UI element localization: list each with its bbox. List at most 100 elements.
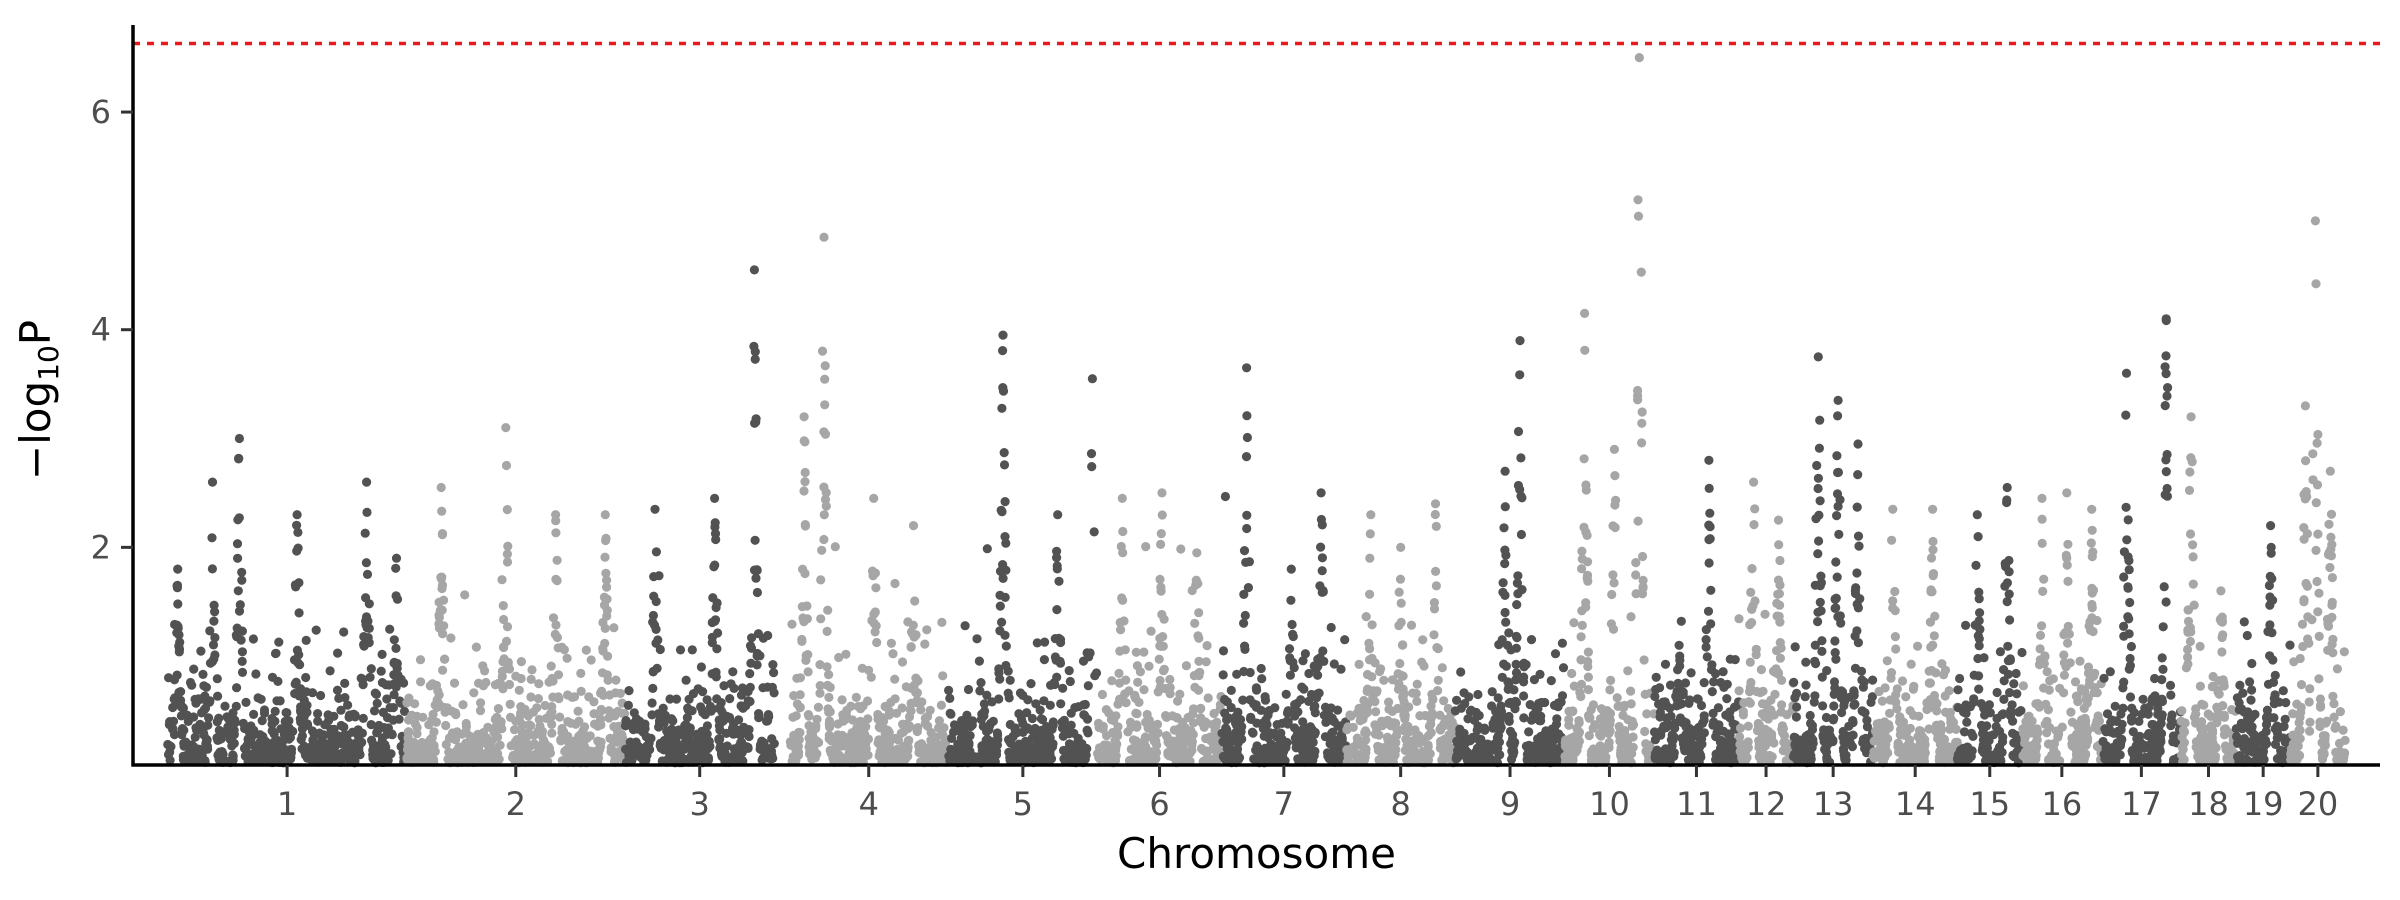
snp-point (1655, 712, 1665, 722)
snp-point (752, 587, 763, 598)
snp-point (938, 671, 948, 681)
snp-point (419, 746, 429, 756)
snp-point (1701, 635, 1711, 645)
snp-peak-point (600, 510, 610, 520)
snp-point (1289, 663, 1299, 673)
snp-point (1251, 700, 1261, 710)
snp-point (502, 549, 512, 559)
snp-point (628, 725, 639, 735)
snp-point (1464, 692, 1474, 702)
snp-point (768, 660, 778, 670)
snp-point (1509, 701, 1519, 711)
snp-point (359, 639, 369, 650)
snp-point (1368, 686, 1378, 696)
snp-point (1528, 710, 1538, 720)
snp-point (601, 535, 611, 546)
snp-point (2018, 681, 2028, 691)
snp-point (1112, 739, 1122, 749)
snp-point (1832, 451, 1842, 461)
snp-point (1995, 647, 2005, 657)
snp-point (1276, 728, 1286, 738)
snp-point (1194, 608, 1204, 618)
snp-point (906, 683, 916, 693)
snp-point (296, 705, 306, 715)
snp-point (2037, 514, 2047, 524)
snp-point (1455, 724, 1465, 734)
snp-point (916, 705, 926, 715)
snp-point (1039, 696, 1049, 706)
snp-point (275, 696, 285, 706)
snp-point (1877, 696, 1887, 706)
snp-point (1583, 685, 1593, 695)
snp-point (1749, 520, 1759, 530)
snp-point (478, 728, 488, 738)
snp-point (1176, 544, 1186, 554)
snp-point (1364, 638, 1374, 649)
snp-point (1374, 755, 1384, 765)
snp-point (936, 700, 947, 710)
snp-point (920, 713, 930, 723)
snp-point (1272, 720, 1282, 730)
snp-point (1936, 720, 1946, 730)
snp-point (1620, 729, 1630, 739)
snp-point (1439, 696, 1449, 706)
snp-peak-point (710, 493, 720, 503)
snp-point (395, 696, 405, 706)
snp-point (1791, 712, 1801, 722)
snp-point (769, 668, 779, 678)
snp-point (1500, 502, 1510, 512)
snp-point (286, 748, 296, 758)
snp-point (1495, 718, 1505, 728)
snp-point (1937, 659, 1947, 669)
snp-point (366, 720, 376, 730)
snp-point (1001, 538, 1011, 548)
snp-point (441, 720, 451, 731)
snp-point (232, 683, 242, 693)
snp-point (684, 694, 694, 704)
snp-point (1336, 664, 1346, 674)
snp-peak-point (1853, 439, 1863, 449)
snp-point (1579, 522, 1589, 533)
snp-point (1000, 592, 1010, 603)
snp-point (1887, 535, 1897, 545)
snp-point (736, 690, 747, 700)
snp-point (743, 743, 753, 754)
snp-point (567, 692, 577, 703)
snp-point (931, 741, 941, 751)
snp-point (1315, 653, 1325, 663)
snp-point (1660, 659, 1671, 669)
snp-point (1582, 573, 1592, 583)
snp-point (2009, 679, 2019, 689)
snp-point (1845, 732, 1855, 742)
snp-point (1309, 661, 1319, 671)
snp-point (1637, 407, 1647, 417)
snp-point (1313, 689, 1323, 699)
snp-peak-point (749, 265, 760, 275)
snp-point (292, 645, 302, 655)
snp-point (1005, 737, 1015, 747)
snp-point (753, 629, 764, 639)
snp-point (1831, 654, 1841, 664)
snp-point (960, 621, 970, 631)
snp-point (1242, 523, 1252, 534)
snp-point (797, 602, 807, 612)
snp-point (1199, 722, 1209, 732)
snp-point (1044, 731, 1054, 741)
snp-point (1132, 709, 1142, 719)
snp-point (1365, 589, 1375, 599)
snp-point (293, 527, 303, 538)
snp-point (1079, 710, 1089, 720)
snp-point (1604, 728, 1614, 739)
snp-point (666, 746, 676, 757)
snp-point (1552, 714, 1562, 724)
snp-point (1577, 554, 1587, 564)
snp-point (1360, 735, 1371, 745)
snp-point (170, 619, 180, 630)
snp-point (233, 586, 243, 596)
snp-point (599, 592, 610, 602)
snp-point (1052, 546, 1062, 556)
snp-point (510, 737, 520, 747)
snp-point (629, 708, 639, 718)
snp-point (897, 703, 907, 713)
